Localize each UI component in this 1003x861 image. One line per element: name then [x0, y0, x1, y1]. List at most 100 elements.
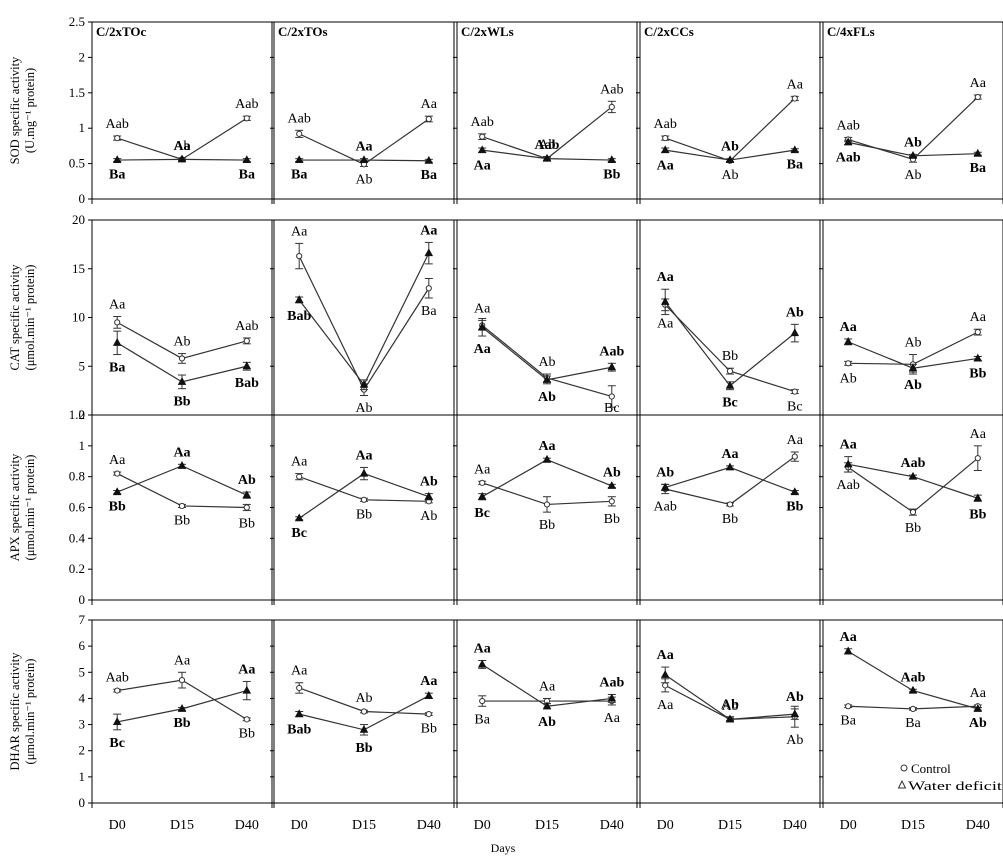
- y-tick-label: 4: [79, 690, 86, 705]
- legend-water-marker: [897, 779, 907, 789]
- water-point: [607, 481, 617, 489]
- control-data-label: Bb: [174, 514, 190, 529]
- water-data-label: Bc: [722, 396, 738, 411]
- water-point: [359, 724, 369, 733]
- water-point: [477, 322, 487, 331]
- water-point: [359, 379, 369, 388]
- control-point: [726, 368, 734, 375]
- control-data-label: Aa: [604, 711, 621, 726]
- panel-frame: [639, 21, 821, 200]
- water-data-label: Ab: [904, 135, 922, 150]
- water-data-label: Aa: [355, 140, 372, 155]
- water-data-label: Aa: [355, 448, 372, 463]
- control-data-label: Bc: [604, 401, 620, 416]
- water-data-label: Bb: [109, 500, 126, 515]
- panel: Aa Bb Bb Bc Aa Ab: [453, 414, 638, 605]
- x-tick-label: D0: [109, 818, 126, 833]
- panel-frame: [273, 619, 455, 804]
- control-data-label: Aab: [235, 97, 258, 112]
- water-point: [177, 461, 187, 469]
- water-data-label: Ba: [109, 167, 125, 182]
- water-point: [242, 361, 252, 370]
- panel: Aab Aa Bb Bc Bb Aa D0 D15 D40: [88, 619, 273, 833]
- control-data-label: Aab: [837, 478, 860, 493]
- water-data-label: Aa: [657, 158, 674, 173]
- water-data-label: Ab: [969, 716, 987, 731]
- control-data-label: Aa: [657, 698, 674, 713]
- control-data-label: Ab: [355, 172, 372, 187]
- water-data-label: Ba: [787, 158, 803, 173]
- x-axis-title: Days: [491, 841, 516, 855]
- control-data-label: Aa: [109, 453, 126, 468]
- control-data-label: Aab: [106, 670, 129, 685]
- water-point: [843, 459, 853, 468]
- water-point: [177, 704, 187, 712]
- legend-water-label: Water deficit: [908, 778, 1003, 793]
- control-point: [608, 498, 615, 505]
- control-point: [425, 115, 432, 123]
- control-point: [845, 703, 852, 710]
- control-point: [662, 682, 669, 689]
- control-point: [243, 504, 250, 511]
- water-data-label: Aa: [657, 648, 674, 663]
- control-point: [479, 479, 486, 486]
- water-data-label: Aab: [599, 676, 624, 691]
- control-data-label: Bc: [787, 400, 803, 415]
- water-point: [660, 670, 670, 678]
- control-point: [726, 501, 734, 508]
- panel-frame: [456, 619, 638, 804]
- control-data-label: Ab: [538, 138, 555, 153]
- control-point: [114, 470, 121, 477]
- control-data-label: Ab: [355, 691, 372, 706]
- control-point: [791, 388, 798, 395]
- control-data-label: Ab: [721, 168, 738, 183]
- y-tick-label: 2: [79, 743, 86, 758]
- water-data-label: Aa: [474, 158, 491, 173]
- water-point: [112, 338, 122, 346]
- control-point: [296, 684, 303, 692]
- water-data-label: Ab: [656, 465, 674, 480]
- water-data-label: Bb: [173, 395, 190, 410]
- panel: C/4xFLs Aab Ab Aa Aab Ab Ba: [819, 21, 1003, 204]
- control-data-label: Bb: [905, 521, 921, 536]
- water-point: [725, 155, 735, 164]
- control-data-label: Bb: [239, 727, 255, 742]
- y-axis-title: DHAR specific activity: [8, 652, 22, 771]
- control-point: [360, 708, 368, 715]
- y-tick-label: 0: [79, 191, 86, 206]
- y-axis-title: APX specific activity: [8, 453, 22, 561]
- panel-frame: [91, 21, 273, 200]
- water-data-label: Ab: [721, 698, 739, 713]
- water-series-line: [481, 326, 612, 381]
- water-data-label: Aa: [173, 139, 190, 154]
- water-point: [908, 685, 918, 694]
- y-axis-title: (U.mg⁻¹ protein): [23, 68, 37, 153]
- water-data-label: Aab: [535, 138, 560, 153]
- water-point: [112, 155, 122, 164]
- water-point: [725, 462, 735, 471]
- control-point: [791, 95, 798, 102]
- x-tick-label: D40: [235, 818, 259, 833]
- water-point: [542, 701, 552, 710]
- y-tick-label: 6: [79, 638, 86, 653]
- panel: Ab Ab Aa Aa Ab Bb: [819, 219, 1003, 420]
- water-data-label: Bc: [291, 526, 307, 541]
- water-point: [790, 709, 800, 718]
- x-tick-label: D40: [417, 818, 441, 833]
- control-data-label: Ab: [173, 335, 190, 350]
- water-point: [607, 362, 617, 371]
- water-data-label: Ba: [109, 361, 125, 376]
- panel: C/2xTOs Aab Ab Aa Ba Aa Ba: [270, 21, 455, 204]
- panel: Aab Bb Aa Aa Aab Bb: [819, 414, 1003, 605]
- water-data-label: Bab: [235, 376, 259, 391]
- water-point: [790, 328, 800, 337]
- control-point: [974, 329, 981, 336]
- water-data-label: Bb: [173, 716, 190, 731]
- water-data-label: Aab: [836, 150, 861, 165]
- water-point: [477, 491, 487, 500]
- water-point: [477, 145, 487, 154]
- control-point: [479, 133, 486, 140]
- x-tick-label: D15: [718, 818, 742, 833]
- control-data-label: Ab: [904, 168, 921, 183]
